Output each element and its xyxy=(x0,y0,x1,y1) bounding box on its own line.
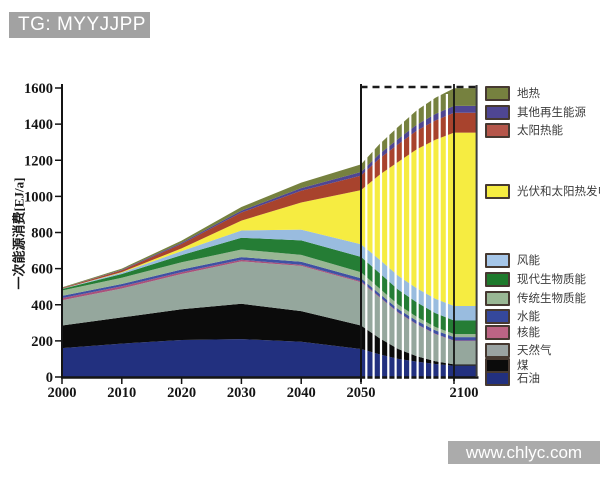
legend-swatch-traditional-biomass xyxy=(485,290,510,306)
time-compression-stripe xyxy=(401,94,404,382)
area-hydro xyxy=(62,257,477,341)
x-tick-label: 2010 xyxy=(107,385,136,401)
time-compression-stripe xyxy=(409,94,412,382)
legend-item-wind: 风能 xyxy=(485,252,540,268)
legend-label: 光伏和太阳热发电 xyxy=(517,186,600,198)
legend-swatch-oil xyxy=(485,370,510,386)
legend-item-modern-biomass: 现代生物质能 xyxy=(485,271,586,287)
legend-item-geothermal: 地热 xyxy=(485,85,540,101)
legend-swatch-solar-thermal xyxy=(485,122,510,138)
legend-label: 传统生物质能 xyxy=(517,293,586,305)
y-tick-label: 1600 xyxy=(24,81,53,97)
time-compression-stripe xyxy=(431,94,434,382)
legend-swatch-modern-biomass xyxy=(485,271,510,287)
area-natural-gas xyxy=(62,261,477,365)
legend-label: 水能 xyxy=(517,311,540,323)
time-compression-stripe xyxy=(387,94,390,382)
time-compression-stripe xyxy=(372,94,375,382)
y-tick-label: 1200 xyxy=(24,153,53,169)
y-tick-label: 0 xyxy=(46,370,53,386)
legend-item-other-renewables: 其他再生能源 xyxy=(485,104,586,120)
time-compression-stripe xyxy=(394,94,397,382)
legend-item-traditional-biomass: 传统生物质能 xyxy=(485,290,586,306)
legend-item-solar-power: 光伏和太阳热发电 xyxy=(485,183,600,199)
legend-swatch-hydro xyxy=(485,308,510,324)
y-tick-label: 800 xyxy=(31,226,53,242)
area-modern-biomass xyxy=(62,237,477,334)
legend-item-natural-gas: 天然气 xyxy=(485,342,552,358)
area-traditional-biomass xyxy=(62,249,477,338)
legend-item-oil: 石油 xyxy=(485,370,540,386)
legend-swatch-solar-power xyxy=(485,183,510,199)
area-solar-thermal xyxy=(62,112,477,289)
legend-item-hydro: 水能 xyxy=(485,308,540,324)
time-compression-stripe xyxy=(379,94,383,382)
area-geothermal xyxy=(62,88,477,288)
legend-label: 风能 xyxy=(517,255,540,267)
area-wind xyxy=(62,229,477,321)
legend-label: 其他再生能源 xyxy=(517,107,586,119)
legend-swatch-other-renewables xyxy=(485,104,510,120)
time-compression-stripe xyxy=(423,94,426,382)
time-compression-stripe xyxy=(445,94,448,382)
x-tick-label: 2040 xyxy=(287,385,316,401)
y-tick-label: 1000 xyxy=(24,189,53,205)
time-compression-stripe xyxy=(365,94,368,382)
area-solar-power xyxy=(62,132,477,306)
legend-label: 太阳热能 xyxy=(517,125,563,137)
x-tick-label: 2030 xyxy=(227,385,256,401)
legend-swatch-natural-gas xyxy=(485,342,510,358)
y-tick-label: 200 xyxy=(31,334,53,350)
y-tick-label: 600 xyxy=(31,262,53,278)
x-tick-label: 2000 xyxy=(48,385,77,401)
time-compression-stripe xyxy=(438,94,441,382)
legend-swatch-nuclear xyxy=(485,324,510,340)
legend-swatch-wind xyxy=(485,252,510,268)
y-tick-label: 400 xyxy=(31,298,53,314)
legend-swatch-geothermal xyxy=(485,85,510,101)
legend-item-solar-thermal: 太阳热能 xyxy=(485,122,563,138)
x-tick-label: 2100 xyxy=(450,385,479,401)
watermark-badge-top: TG: MYYJJPP xyxy=(9,12,150,38)
legend-label: 天然气 xyxy=(517,345,552,357)
legend-label: 现代生物质能 xyxy=(517,274,586,286)
watermark-badge-bottom: www.chlyc.com xyxy=(448,441,600,464)
legend-label: 地热 xyxy=(517,88,540,100)
y-tick-label: 1400 xyxy=(24,117,53,133)
x-tick-label: 2050 xyxy=(347,385,376,401)
legend-label: 核能 xyxy=(517,327,540,339)
legend-label: 石油 xyxy=(517,373,540,385)
time-compression-stripe xyxy=(416,94,419,382)
legend-label: 煤 xyxy=(517,360,529,372)
legend-item-nuclear: 核能 xyxy=(485,324,540,340)
x-tick-label: 2020 xyxy=(167,385,196,401)
